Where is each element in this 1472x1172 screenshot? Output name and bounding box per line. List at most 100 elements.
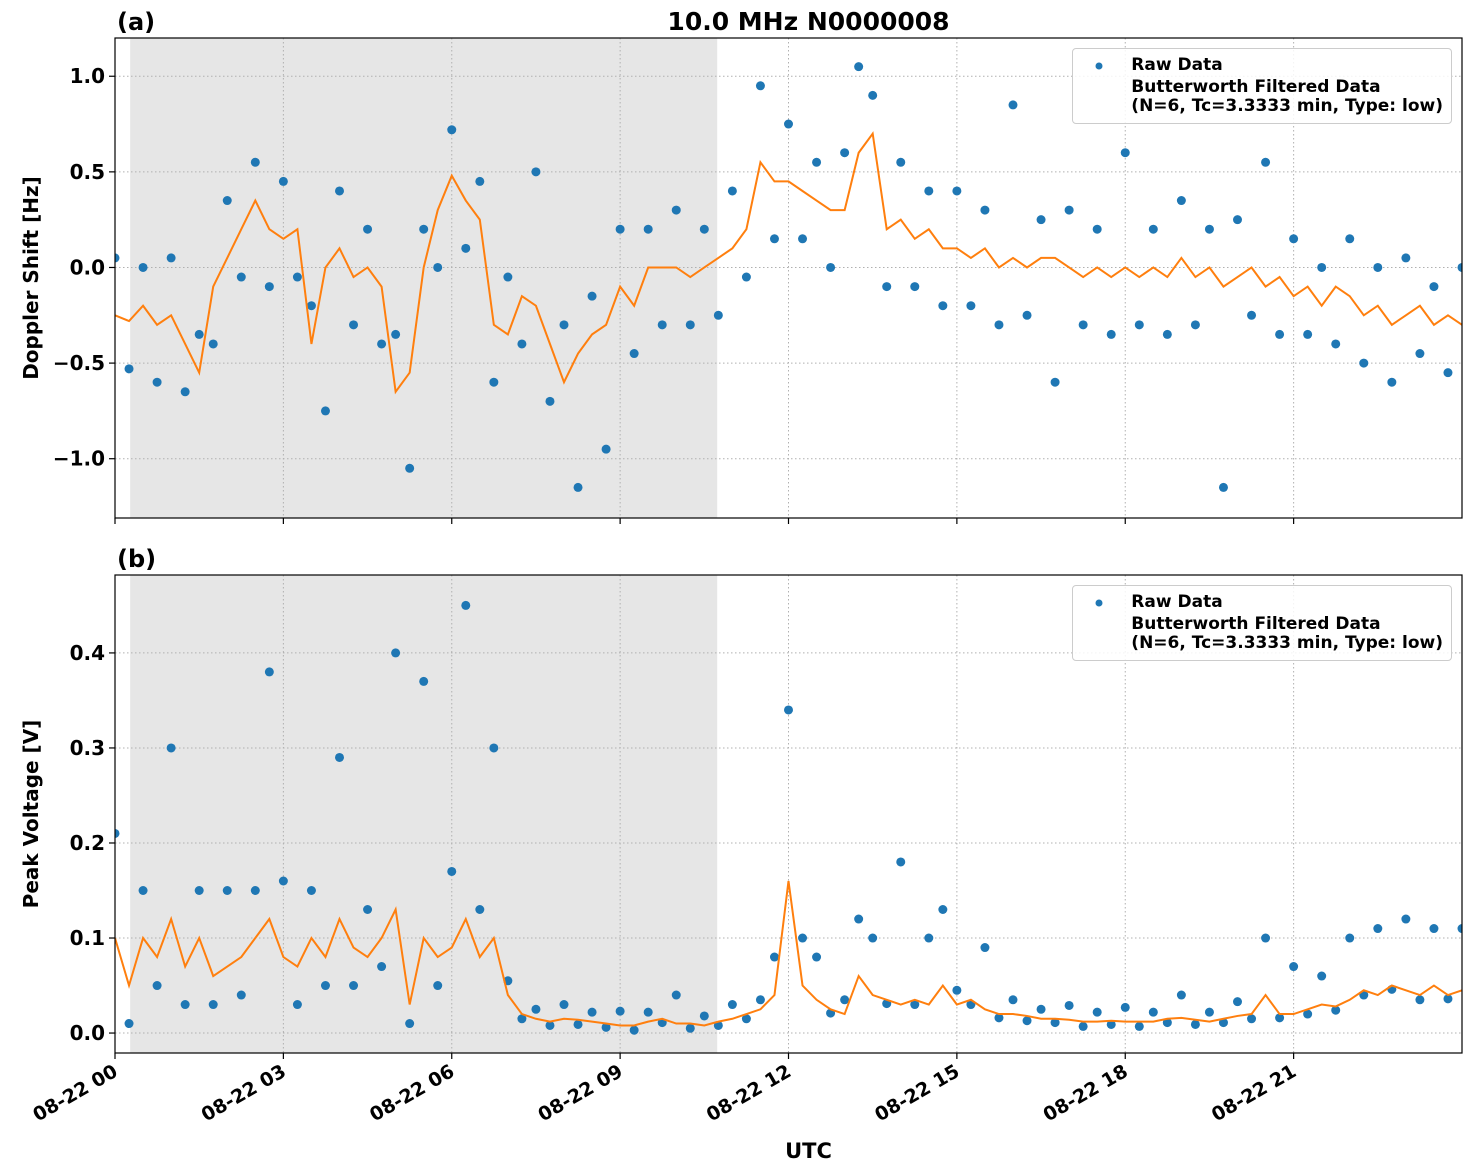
raw-point <box>1345 234 1355 244</box>
raw-point <box>601 444 611 454</box>
raw-point <box>798 234 808 244</box>
legend-marker <box>1081 97 1118 99</box>
raw-point <box>1429 924 1439 934</box>
raw-point <box>489 743 499 753</box>
raw-point <box>1204 1007 1214 1017</box>
raw-point <box>826 262 836 272</box>
raw-point <box>1078 320 1088 330</box>
raw-point <box>840 995 850 1005</box>
raw-point <box>1303 1009 1313 1019</box>
legend-label: Butterworth Filtered Data (N=6, Tc=3.333… <box>1131 614 1443 653</box>
raw-point <box>713 310 723 320</box>
raw-point <box>391 648 401 658</box>
raw-point <box>1190 1019 1200 1029</box>
raw-point <box>236 272 246 282</box>
raw-point <box>994 1013 1004 1023</box>
raw-point <box>840 148 850 158</box>
legend-marker <box>1095 599 1103 607</box>
raw-point <box>727 1000 737 1010</box>
raw-point <box>910 282 920 292</box>
y-tick-label: 1.0 <box>70 64 105 88</box>
raw-point <box>1457 924 1462 934</box>
raw-point <box>363 905 373 915</box>
raw-point <box>320 981 330 991</box>
raw-point <box>306 301 316 311</box>
raw-point <box>447 866 457 876</box>
plot-area <box>115 62 1462 492</box>
raw-point <box>115 828 120 838</box>
raw-point <box>1204 224 1214 234</box>
raw-point <box>250 157 260 167</box>
raw-point <box>335 752 344 762</box>
raw-point <box>1022 1016 1032 1026</box>
raw-point <box>615 224 625 234</box>
raw-point <box>306 885 316 895</box>
raw-point <box>784 705 793 715</box>
raw-point <box>854 62 864 72</box>
raw-point <box>222 885 232 895</box>
x-tick-label: 08-22 18 <box>1039 1060 1131 1126</box>
raw-point <box>896 157 906 167</box>
raw-point <box>1401 914 1411 924</box>
plot-area <box>115 600 1462 1035</box>
raw-point <box>475 176 485 186</box>
raw-point <box>643 224 653 234</box>
raw-point <box>517 339 527 349</box>
raw-point <box>1373 924 1383 934</box>
raw-point <box>1064 1000 1074 1010</box>
raw-point <box>1008 995 1018 1005</box>
raw-point <box>419 224 429 234</box>
raw-point <box>573 482 583 492</box>
raw-point <box>727 186 737 196</box>
raw-point <box>924 933 934 943</box>
raw-point <box>629 1025 639 1035</box>
raw-point <box>236 990 246 1000</box>
raw-point <box>1345 933 1355 943</box>
raw-point <box>1261 933 1271 943</box>
raw-point <box>573 1019 583 1029</box>
raw-point <box>292 272 302 282</box>
legend-key <box>1079 56 1119 75</box>
raw-point <box>896 857 906 867</box>
raw-point <box>1162 1018 1172 1028</box>
raw-point <box>1331 1005 1341 1015</box>
raw-point <box>1359 358 1369 368</box>
raw-point <box>1176 990 1186 1000</box>
raw-point <box>559 320 569 330</box>
y-tick-label: 0.1 <box>70 926 105 950</box>
y-tick-label: 0.2 <box>70 831 105 855</box>
raw-point <box>222 196 232 206</box>
highlight-span <box>130 38 718 518</box>
x-tick-label: 08-22 21 <box>1208 1060 1300 1126</box>
raw-point <box>1162 329 1172 339</box>
raw-point <box>1303 329 1313 339</box>
raw-point <box>980 943 990 953</box>
raw-point <box>320 406 330 416</box>
raw-point <box>405 463 415 473</box>
legend-entry: Butterworth Filtered Data (N=6, Tc=3.333… <box>1079 78 1443 116</box>
raw-point <box>868 90 878 100</box>
raw-point <box>1050 377 1060 387</box>
raw-point <box>278 876 288 886</box>
raw-point <box>1120 1002 1130 1012</box>
filtered-line <box>115 880 1462 1027</box>
raw-point <box>1415 995 1425 1005</box>
raw-point <box>938 301 948 311</box>
raw-point <box>1457 262 1462 272</box>
y-tick-label: 0.3 <box>70 736 105 760</box>
raw-point <box>1078 1021 1088 1031</box>
raw-point <box>447 125 457 135</box>
raw-point <box>278 176 288 186</box>
x-axis-label: UTC <box>785 1139 832 1163</box>
raw-point <box>391 329 401 339</box>
panel-label: (b) <box>117 545 156 573</box>
x-tick-label: 08-22 03 <box>198 1060 290 1126</box>
raw-point <box>1092 1007 1102 1017</box>
filtered-line <box>115 131 1462 395</box>
raw-point <box>194 329 204 339</box>
raw-point <box>1148 1007 1158 1017</box>
raw-point <box>784 119 793 129</box>
legend-dot <box>1095 62 1103 70</box>
raw-point <box>741 272 751 282</box>
